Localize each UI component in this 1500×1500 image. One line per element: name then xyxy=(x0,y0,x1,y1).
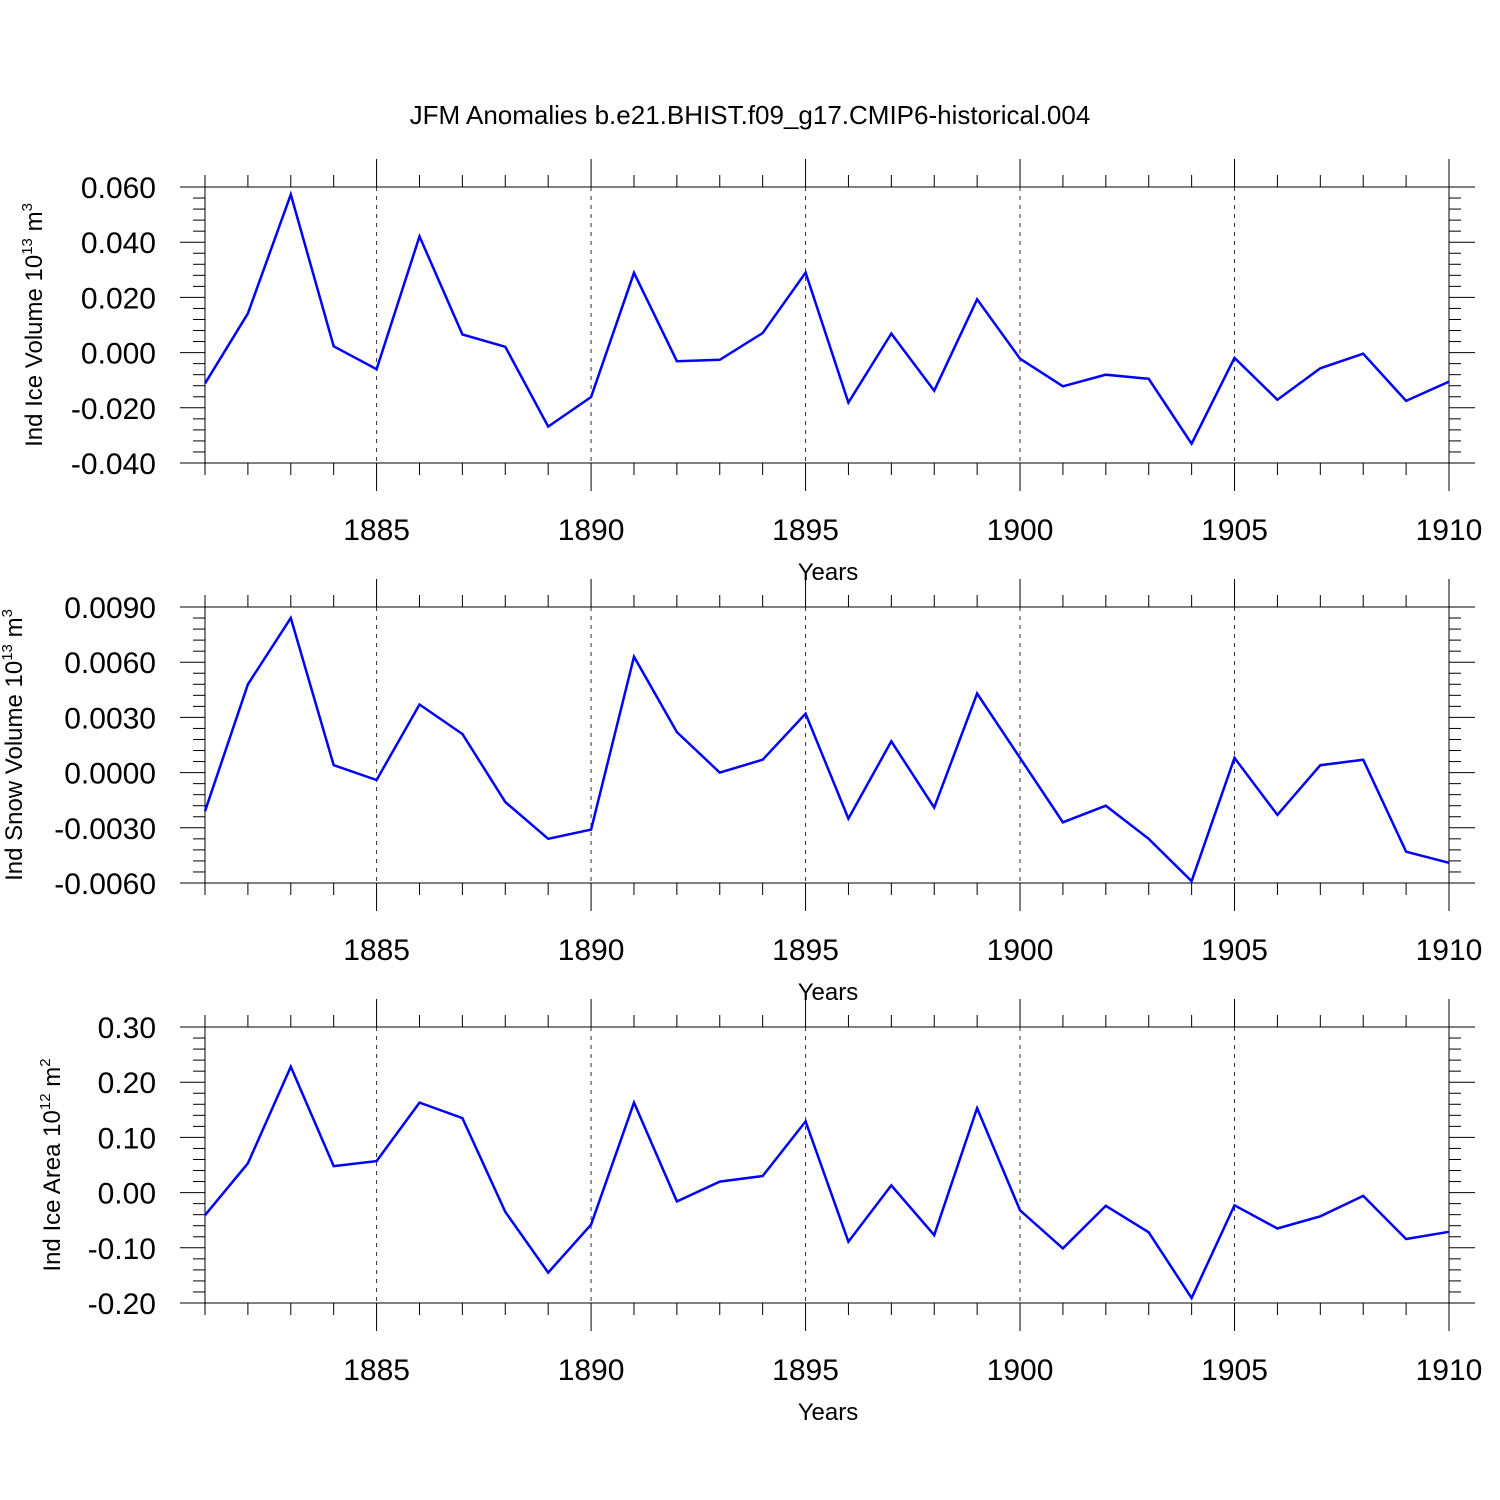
x-tick-label: 1895 xyxy=(772,514,839,547)
panel-snow-volume: Ind Snow Volume 1013 m3 Years 1885 1890 18… xyxy=(0,579,1482,1006)
x-tick-label: 1900 xyxy=(987,934,1054,967)
x-tick-label: 1890 xyxy=(558,1354,625,1387)
x-tick-label: 1905 xyxy=(1201,514,1268,547)
y-tick-label: -0.10 xyxy=(88,1233,156,1266)
x-tick-label: 1910 xyxy=(1416,514,1483,547)
series-line xyxy=(204,1063,1450,1301)
y-axis-title: Ind Snow Volume 1013 m3 xyxy=(0,609,28,881)
x-tick-label: 1910 xyxy=(1416,934,1483,967)
x-axis-title: Years xyxy=(798,1399,859,1426)
x-tick-label: 1885 xyxy=(343,514,410,547)
y-axis-title: Ind Ice Volume 1013 m3 xyxy=(19,203,48,447)
y-tick-label: -0.0030 xyxy=(54,813,156,846)
y-tick-label: -0.0060 xyxy=(54,868,156,901)
x-axis-title: Years xyxy=(798,559,859,586)
series-line xyxy=(203,190,1450,447)
x-tick-label: 1890 xyxy=(558,934,625,967)
y-tick-label: -0.040 xyxy=(71,448,156,481)
x-tick-label: 1890 xyxy=(558,514,625,547)
y-tick-label: 0.20 xyxy=(98,1067,156,1100)
x-tick-label: 1900 xyxy=(987,514,1054,547)
y-axis-title: Ind Ice Area 1012 m2 xyxy=(37,1058,66,1271)
x-tick-label: 1885 xyxy=(343,1354,410,1387)
x-tick-label: 1885 xyxy=(343,934,410,967)
x-tick-label: 1895 xyxy=(772,934,839,967)
y-tick-label: 0.0030 xyxy=(64,702,156,735)
figure-title: JFM Anomalies b.e21.BHIST.f09_g17.CMIP6-… xyxy=(410,100,1091,130)
y-tick-label: 0.00 xyxy=(98,1178,156,1211)
y-tick-label: 0.30 xyxy=(98,1012,156,1045)
y-tick-label: 0.0000 xyxy=(64,758,156,791)
x-tick-label: 1910 xyxy=(1416,1354,1483,1387)
panel-ice-volume: Ind Ice Volume 1013 m3 Years 1885 1890 189… xyxy=(19,159,1482,586)
panel-ice-area: Ind Ice Area 1012 m2 Years 1885 1890 1895 1… xyxy=(37,999,1482,1426)
x-tick-label: 1895 xyxy=(772,1354,839,1387)
y-tick-label: 0.0090 xyxy=(64,592,156,625)
y-tick-label: 0.0060 xyxy=(64,647,156,680)
y-tick-label: 0.060 xyxy=(81,172,156,205)
y-tick-label: 0.040 xyxy=(81,227,156,260)
x-tick-label: 1905 xyxy=(1201,1354,1268,1387)
series-line xyxy=(203,615,1450,884)
y-tick-label: -0.20 xyxy=(88,1288,156,1321)
y-tick-label: -0.020 xyxy=(71,393,156,426)
y-tick-label: 0.000 xyxy=(81,338,156,371)
x-tick-label: 1900 xyxy=(987,1354,1054,1387)
y-tick-label: 0.10 xyxy=(98,1122,156,1155)
x-axis-title: Years xyxy=(798,979,859,1006)
y-tick-label: 0.020 xyxy=(81,282,156,315)
x-tick-label: 1905 xyxy=(1201,934,1268,967)
